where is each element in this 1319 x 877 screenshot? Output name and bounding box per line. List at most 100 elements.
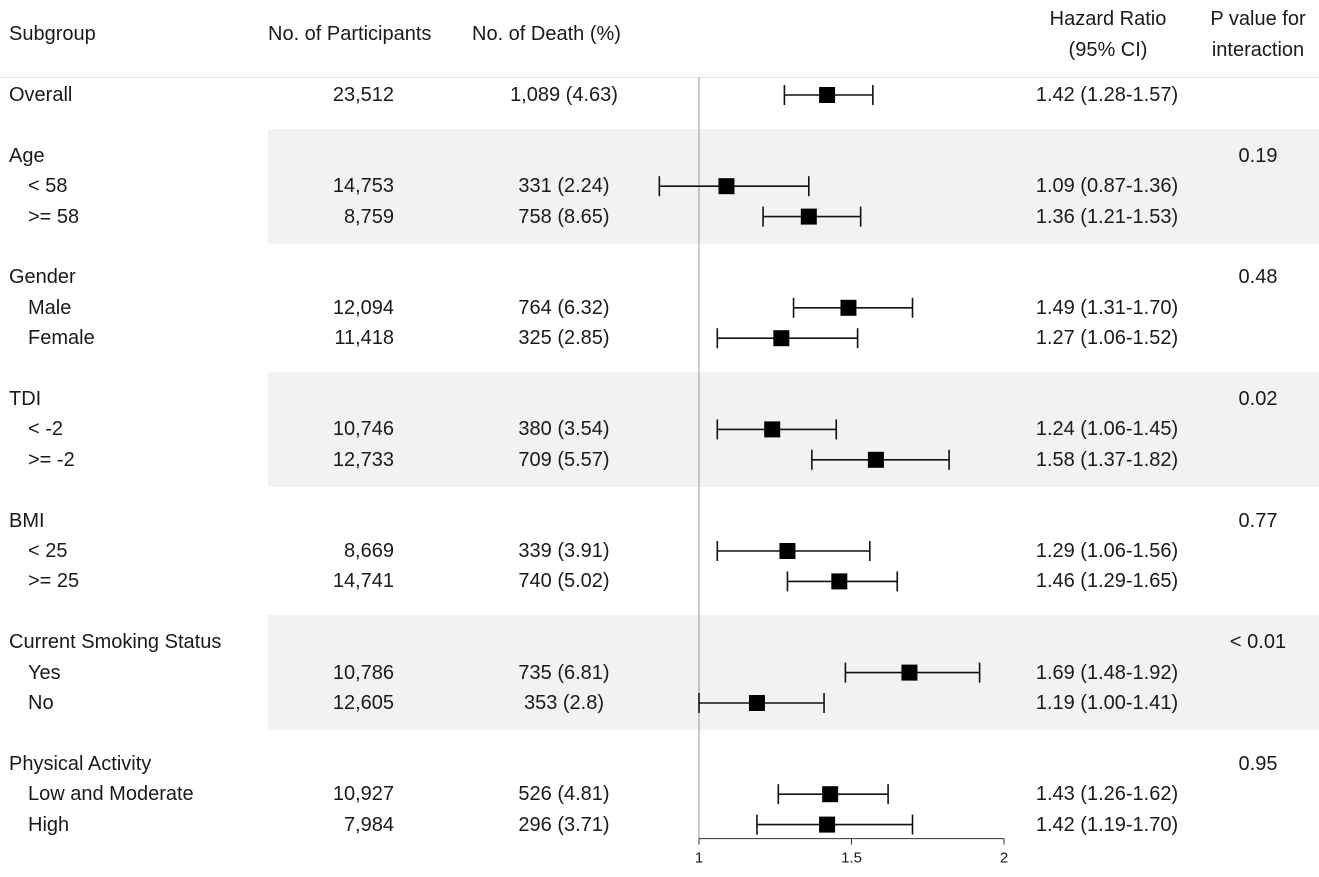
deaths-value: 339 (3.91) — [518, 540, 610, 562]
participants-value: 7,984 — [343, 813, 394, 836]
deaths-value: 764 (6.32) — [518, 296, 610, 319]
subgroup-label: High — [28, 813, 70, 836]
subgroup-label: Male — [28, 296, 72, 319]
ci-marker — [777, 784, 889, 805]
p-interaction-value: 0.77 — [1238, 509, 1278, 532]
header-divider — [0, 77, 1319, 78]
hazard-ratio-text: 1.69 (1.48-1.92) — [1035, 661, 1179, 684]
deaths-value: 380 (3.54) — [518, 418, 610, 441]
deaths-value: 758 (8.65) — [518, 205, 610, 228]
deaths-value: 740 (5.02) — [518, 570, 610, 593]
x-tick-label: 1.5 — [841, 850, 862, 867]
deaths-value: 709 (5.57) — [518, 448, 610, 471]
participants-value: 8,759 — [343, 205, 394, 228]
ci-marker — [698, 693, 825, 713]
x-tick-label: 1 — [695, 850, 703, 867]
hazard-ratio-text: 1.29 (1.06-1.56) — [1035, 540, 1179, 562]
hazard-ratio-text: 1.42 (1.28-1.57) — [1035, 84, 1179, 106]
subgroup-label: Overall — [9, 84, 73, 106]
participants-value: 10,786 — [332, 661, 394, 684]
deaths-value: 296 (3.71) — [518, 813, 610, 836]
hr-point — [819, 816, 836, 833]
subgroup-header-label: BMI — [9, 509, 45, 532]
subgroup-label: >= 25 — [28, 570, 80, 593]
deaths-value: 325 (2.85) — [518, 327, 610, 350]
hr-point — [819, 87, 836, 103]
hr-point — [831, 573, 848, 590]
subgroup-label: Female — [28, 327, 95, 350]
header-hazard-ratio: Hazard Ratio — [1049, 8, 1167, 30]
participants-value: 8,669 — [343, 540, 394, 562]
ci-marker — [786, 571, 899, 592]
subgroup-label: < 25 — [28, 540, 68, 562]
p-interaction-value: 0.95 — [1238, 752, 1278, 775]
p-interaction-value: < 0.01 — [1229, 631, 1287, 654]
participants-value: 12,094 — [332, 296, 394, 319]
deaths-value: 331 (2.24) — [518, 175, 610, 198]
ci-marker — [811, 449, 950, 470]
p-interaction-value: 0.19 — [1238, 144, 1278, 167]
ci-marker — [783, 85, 874, 105]
header-p-value-interaction: interaction — [1211, 39, 1305, 61]
hr-point — [718, 178, 735, 195]
participants-value: 11,418 — [334, 327, 394, 350]
hazard-ratio-text: 1.24 (1.06-1.45) — [1035, 418, 1179, 441]
hr-point — [822, 786, 839, 803]
ci-marker — [716, 541, 871, 561]
subgroup-header-label: Age — [9, 144, 45, 167]
header-participants: No. of Participants — [268, 23, 432, 45]
participants-value: 12,733 — [332, 448, 394, 471]
subgroup-header-label: Physical Activity — [9, 752, 152, 775]
hazard-ratio-text: 1.19 (1.00-1.41) — [1035, 692, 1179, 714]
ci-marker — [658, 176, 810, 197]
hr-point — [840, 299, 857, 316]
participants-value: 10,927 — [332, 783, 394, 806]
participants-value: 14,741 — [332, 570, 394, 593]
subgroup-label: >= -2 — [28, 448, 75, 471]
deaths-value: 735 (6.81) — [518, 661, 610, 684]
subgroup-header-label: TDI — [9, 388, 42, 410]
participants-value: 12,605 — [332, 692, 394, 714]
x-tick-label: 2 — [1000, 850, 1008, 867]
hazard-ratio-text: 1.36 (1.21-1.53) — [1035, 205, 1179, 228]
hr-point — [800, 208, 817, 225]
hr-point — [748, 695, 765, 711]
subgroup-header-label: Gender — [9, 266, 76, 289]
hazard-ratio-text: 1.58 (1.37-1.82) — [1035, 448, 1179, 471]
subgroup-label: Yes — [28, 661, 61, 684]
subgroup-label: >= 58 — [28, 205, 80, 228]
header-subgroup: Subgroup — [9, 23, 96, 45]
ci-marker — [716, 328, 859, 349]
header-deaths: No. of Death (%) — [472, 23, 621, 45]
deaths-value: 526 (4.81) — [518, 783, 610, 806]
ci-marker — [844, 662, 981, 683]
hazard-ratio-text: 1.46 (1.29-1.65) — [1035, 570, 1179, 593]
hr-point — [779, 543, 796, 559]
hr-point — [867, 451, 884, 468]
participants-value: 23,512 — [332, 84, 394, 106]
deaths-value: 1,089 (4.63) — [510, 84, 618, 106]
participants-value: 14,753 — [332, 175, 394, 198]
ci-marker — [716, 419, 838, 440]
ci-marker — [756, 814, 914, 835]
deaths-value: 353 (2.8) — [523, 692, 605, 714]
hazard-ratio-text: 1.27 (1.06-1.52) — [1035, 327, 1179, 350]
hr-point — [764, 421, 781, 438]
group-band — [268, 615, 1319, 730]
participants-value: 10,746 — [332, 418, 394, 441]
p-interaction-value: 0.48 — [1238, 266, 1278, 289]
hazard-ratio-text: 1.43 (1.26-1.62) — [1035, 783, 1179, 806]
subgroup-label: Low and Moderate — [28, 783, 194, 806]
header-hazard-ratio-ci: (95% CI) — [1068, 39, 1148, 61]
subgroup-label: < 58 — [28, 175, 68, 198]
subgroup-header-label: Current Smoking Status — [9, 631, 222, 654]
subgroup-label: No — [28, 692, 54, 714]
hr-point — [901, 664, 918, 681]
hazard-ratio-text: 1.42 (1.19-1.70) — [1035, 813, 1179, 836]
hazard-ratio-text: 1.09 (0.87-1.36) — [1035, 175, 1179, 198]
p-interaction-value: 0.02 — [1238, 388, 1278, 410]
ci-marker — [792, 297, 914, 318]
subgroup-label: < -2 — [28, 418, 64, 441]
